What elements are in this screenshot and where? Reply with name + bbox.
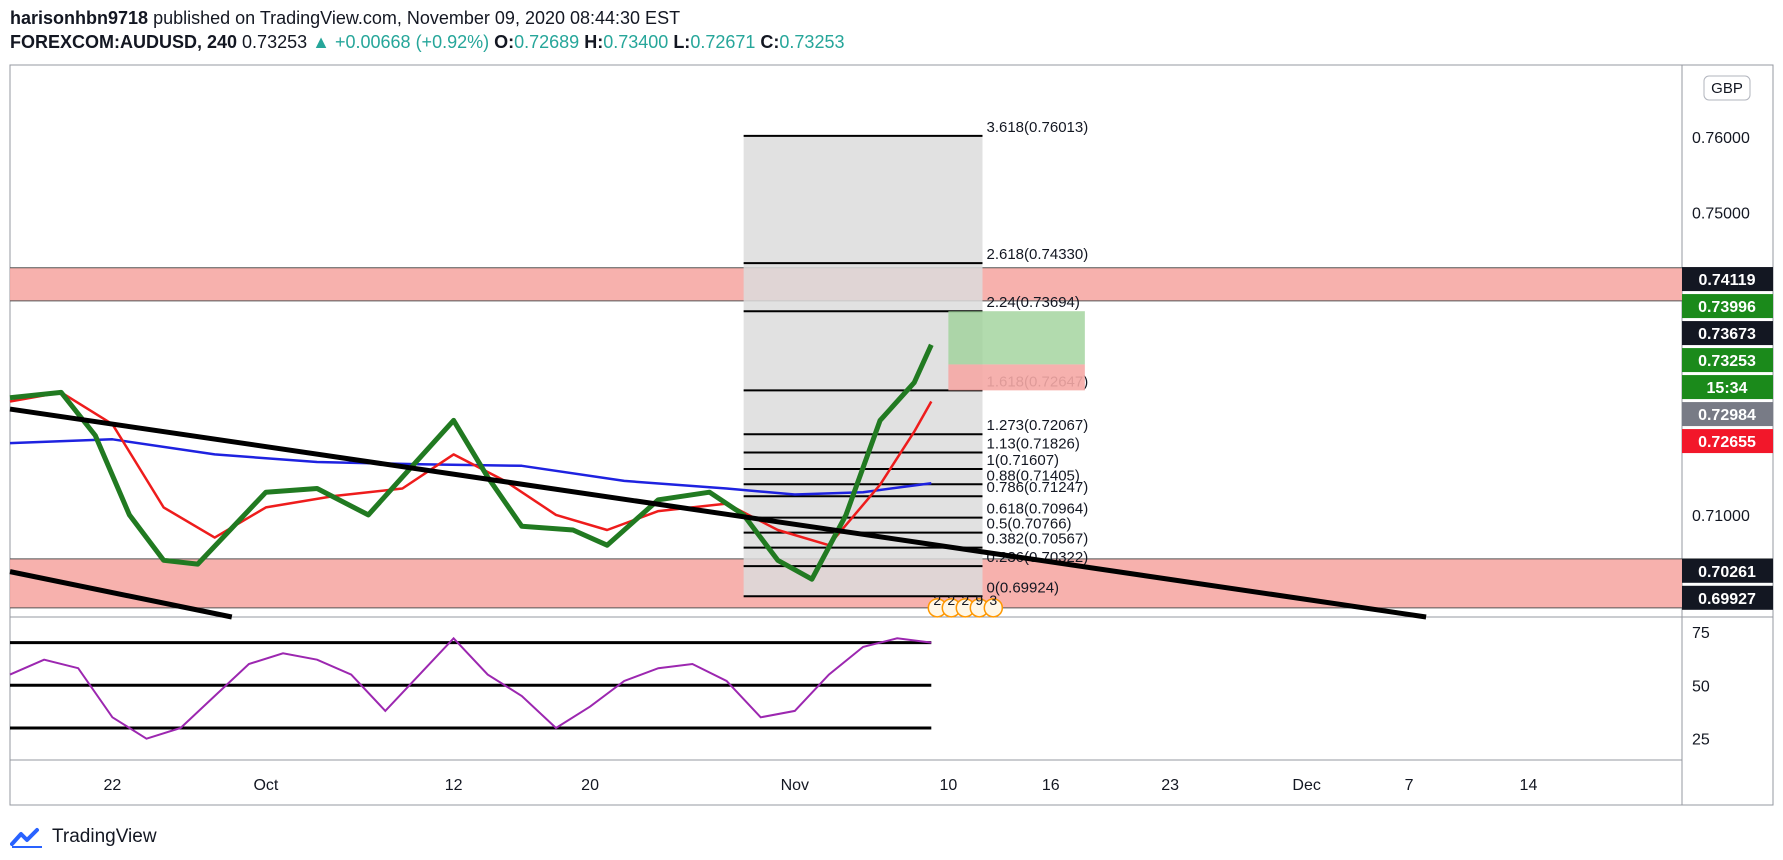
symbol-label: FOREXCOM:AUDUSD, 240: [10, 32, 238, 52]
event-marker-label: 2: [961, 592, 969, 608]
fib-level-label: 0(0.69924): [986, 579, 1059, 596]
close-label: C:: [760, 32, 780, 52]
time-axis-tick: Oct: [253, 777, 278, 794]
change-arrow-icon: ▲: [312, 32, 330, 52]
price-label: 0.73253: [1698, 353, 1756, 370]
currency-badge[interactable]: GBP: [1703, 75, 1751, 101]
fib-level-label: 0.5(0.70766): [986, 516, 1071, 533]
time-axis-tick: Nov: [781, 777, 809, 794]
change-value: +0.00668 (+0.92%): [334, 32, 490, 52]
rsi-axis-tick: 50: [1692, 678, 1710, 695]
fib-level-label: 1.13(0.71826): [986, 435, 1079, 452]
time-axis-tick: 16: [1042, 777, 1060, 794]
open-label: O:: [494, 32, 515, 52]
fib-extension-box: [743, 136, 983, 597]
ohlc-line: FOREXCOM:AUDUSD, 240 0.73253 ▲ +0.00668 …: [10, 30, 1510, 54]
price-label-bg: [1682, 585, 1773, 610]
price-label: 0.73996: [1698, 299, 1756, 316]
fib-level-label: 1.273(0.72067): [986, 417, 1088, 434]
price-label: 0.74119: [1699, 272, 1756, 289]
time-axis-tick: Dec: [1292, 777, 1320, 794]
price-label-bg: [1682, 402, 1773, 427]
trendline-1: [9, 569, 233, 620]
tradingview-brand: TradingView: [52, 826, 157, 847]
high-value: 0.73400: [603, 32, 669, 52]
rsi-axis-tick: 25: [1692, 732, 1710, 749]
rsi-line: [9, 636, 932, 740]
time-axis-tick: 23: [1161, 777, 1179, 794]
low-label: L:: [673, 32, 691, 52]
price-axis-tick: 0.76000: [1692, 130, 1750, 147]
price-label: 0.70261: [1698, 564, 1756, 581]
price-axis-tick: 0.71000: [1692, 508, 1750, 525]
rsi-axis-tick: 75: [1692, 625, 1710, 642]
fib-level-label: 3.618(0.76013): [986, 119, 1088, 136]
fib-level-label: 2.24(0.73694): [986, 294, 1079, 311]
author-name[interactable]: harisonhbn9718: [10, 8, 149, 28]
price-label-bg: [1682, 294, 1773, 319]
price-axis-tick: 0.75000: [1692, 205, 1750, 222]
trendline-0: [9, 406, 1427, 620]
event-marker-label: 3: [989, 592, 997, 608]
moving-average-line: [9, 438, 932, 496]
open-value: 0.72689: [514, 32, 580, 52]
time-axis-tick: 7: [1405, 777, 1414, 794]
time-axis-tick: 22: [103, 777, 121, 794]
last-price: 0.73253: [242, 32, 308, 52]
price-label-bg: [1682, 429, 1773, 454]
low-value: 0.72671: [690, 32, 756, 52]
time-axis-tick: 10: [939, 777, 957, 794]
publish-line: harisonhbn9718 published on TradingView.…: [10, 6, 1510, 30]
fib-level-label: 0.786(0.71247): [986, 479, 1088, 496]
moving-average-line: [9, 343, 934, 582]
event-marker-label: 2: [947, 592, 955, 608]
event-marker-label: 2: [933, 592, 941, 608]
time-axis-tick: 14: [1520, 777, 1538, 794]
time-axis-tick: 20: [581, 777, 599, 794]
price-label-bg: [1682, 375, 1773, 400]
high-label: H:: [584, 32, 604, 52]
price-label: 0.73673: [1698, 326, 1756, 343]
event-marker-label: 9: [975, 592, 983, 608]
price-label-bg: [1682, 558, 1773, 583]
published-text: published on TradingView.com, November 0…: [153, 8, 681, 28]
currency-badge-label[interactable]: GBP: [1711, 80, 1743, 97]
close-value: 0.73253: [779, 32, 845, 52]
fib-level-label: 0.88(0.71405): [986, 467, 1079, 484]
price-label-bg: [1682, 321, 1773, 346]
time-axis-tick: 12: [445, 777, 463, 794]
price-label-bg: [1682, 348, 1773, 373]
fib-level-label: 2.618(0.74330): [986, 246, 1088, 263]
fib-level-label: 0.382(0.70567): [986, 531, 1088, 548]
position-target-zone: [948, 311, 1085, 365]
event-marker-icon: [983, 598, 1004, 618]
price-label: 0.72984: [1698, 407, 1756, 424]
price-label: 0.69927: [1698, 591, 1756, 608]
price-label: 0.72655: [1698, 434, 1756, 451]
chart-header: harisonhbn9718 published on TradingView.…: [10, 6, 1510, 54]
tradingview-logo-icon: [10, 828, 42, 848]
price-label-bg: [1682, 267, 1773, 292]
position-stop-zone: [948, 364, 1085, 391]
footer: TradingView: [10, 824, 157, 850]
fib-level-label: 1(0.71607): [986, 452, 1059, 469]
fib-level-label: 0.618(0.70964): [986, 501, 1088, 518]
price-label: 15:34: [1707, 380, 1748, 397]
